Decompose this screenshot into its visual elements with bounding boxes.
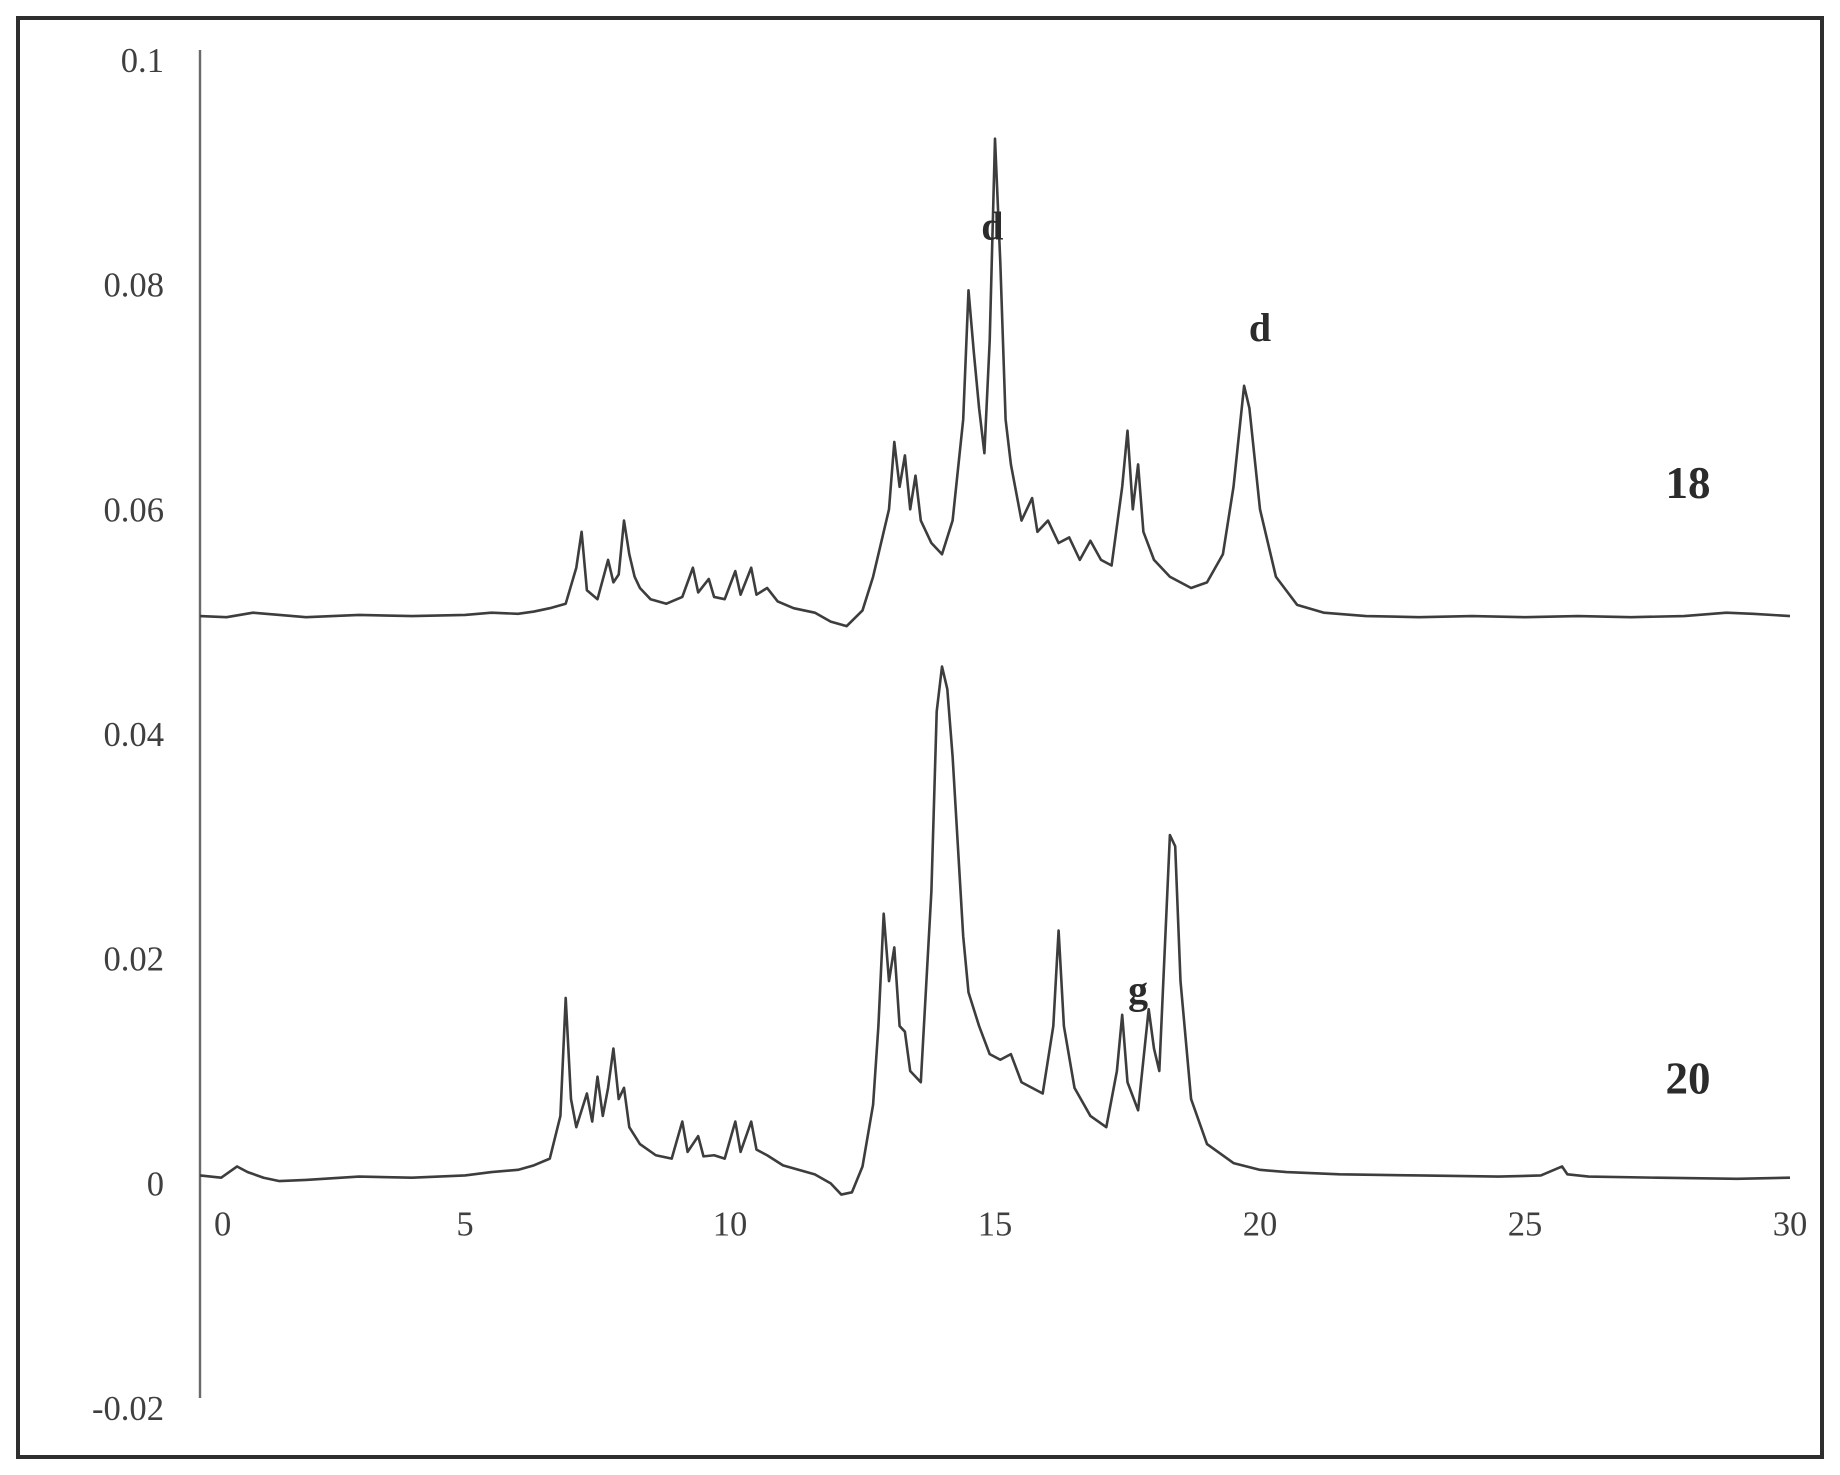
chromatogram-chart: -0.02 0 0.02 0.04 0.06 0.08 0.1 0 5 10 15 20 25 30 18 2…: [0, 0, 1840, 1475]
xtick-label: 25: [1508, 1205, 1543, 1243]
ytick-label: 0.08: [103, 267, 164, 305]
xtick-label: 10: [713, 1205, 748, 1243]
ytick-label: 0.04: [103, 716, 164, 754]
series-label-18: 18: [1666, 458, 1711, 508]
xtick-label: 20: [1243, 1205, 1278, 1243]
ytick-label: 0.1: [121, 42, 164, 80]
ytick-label: 0.02: [103, 941, 164, 979]
peak-annotation-d: d: [1249, 305, 1271, 350]
xtick-label: 5: [456, 1205, 473, 1243]
peak-annotation-g: g: [1128, 968, 1148, 1013]
trace20: [200, 667, 1790, 1195]
xtick-label: 15: [978, 1205, 1013, 1243]
xtick-label: 0: [214, 1205, 231, 1243]
ytick-label: -0.02: [92, 1390, 164, 1428]
peak-annotation-d: d: [981, 204, 1003, 249]
chart-frame: [18, 18, 1822, 1457]
series-label-20: 20: [1666, 1053, 1711, 1103]
ytick-label: 0: [147, 1165, 164, 1203]
xtick-label: 30: [1773, 1205, 1808, 1243]
ytick-label: 0.06: [103, 491, 164, 529]
